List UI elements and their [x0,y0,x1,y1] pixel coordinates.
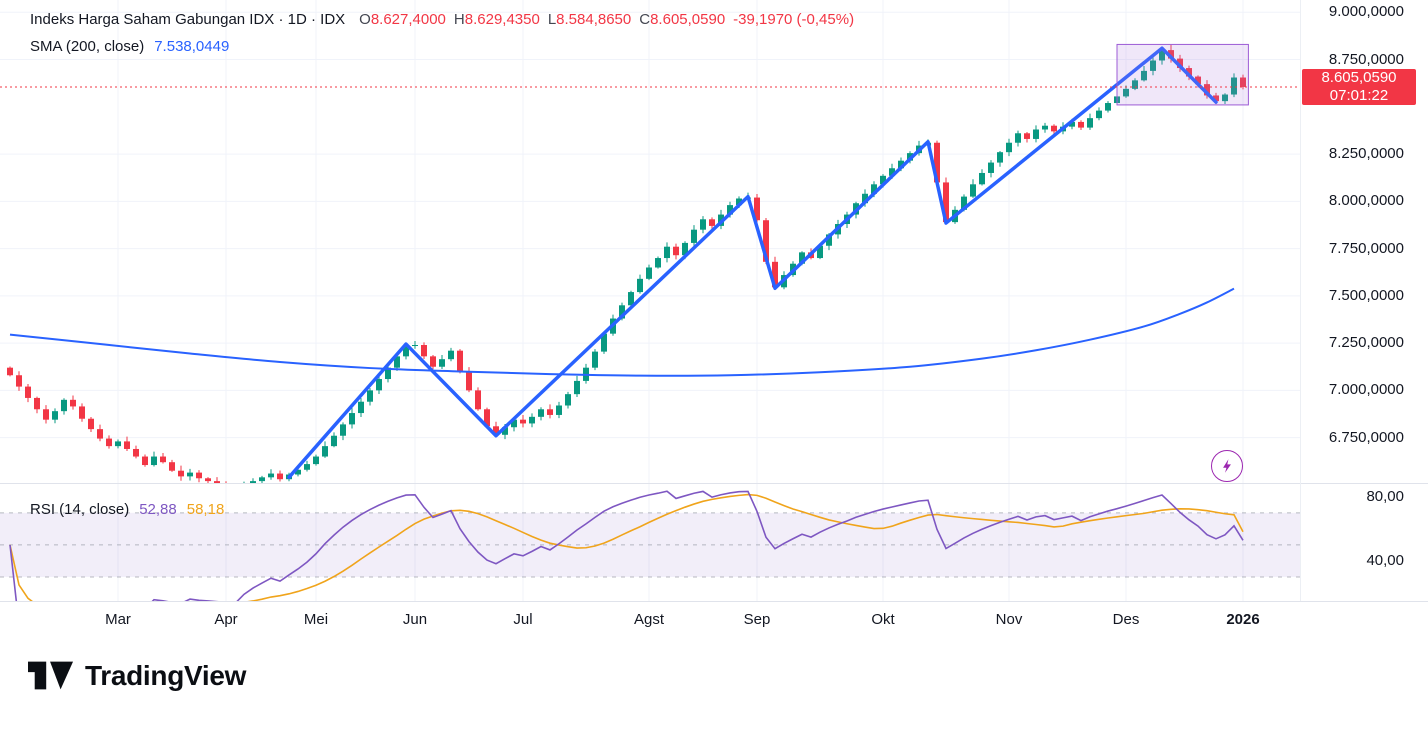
highlight-rectangle[interactable] [1116,43,1249,106]
close-label: C [639,11,651,28]
rsi-pane[interactable] [0,484,1300,601]
price-axis-separator [1300,0,1301,601]
time-axis-label: Okt [871,611,895,628]
trend-zigzag-line[interactable] [287,46,1218,480]
lightning-bolt-icon [1223,459,1231,473]
low-label: L [547,11,557,28]
time-axis-label: Mei [303,611,329,628]
sma-200-line[interactable] [9,287,1235,377]
time-axis[interactable]: Mar Apr Mei Jun Jul Agst Sep Okt Nov Des 2026 [0,601,1300,637]
price-pane[interactable] [0,0,1300,483]
time-axis-label: Apr [214,611,238,628]
rsi-ma-legend-value: 58,18 [186,501,225,518]
time-axis-label: Mar [105,611,131,628]
rsi-axis-label: 80,00 [1366,487,1404,505]
time-axis-label: Des [1112,611,1140,628]
time-axis-label: Jun [402,611,428,628]
axis-separator [0,601,1428,602]
rsi-legend-label[interactable]: RSI (14, close) [30,501,130,518]
close-value: 8.605,0590 [650,11,726,28]
rsi-legend-value: 52,88 [139,501,177,518]
last-price-badge: 8.605,0590 07:01:22 [1302,68,1416,105]
open-value: 8.627,4000 [370,11,446,28]
symbol-title[interactable]: Indeks Harga Saham Gabungan IDX · 1D · I… [30,11,346,28]
footer-branding[interactable]: TradingView [28,660,246,692]
time-axis-label: Sep [743,611,771,628]
open-label: O [359,11,371,28]
price-axis[interactable]: 9.000,0000 8.750,0000 8.250,0000 8.000,0000… [1300,0,1428,601]
price-axis-label: 9.000,0000 [1328,3,1404,21]
last-price-value: 8.605,0590 [1321,68,1397,86]
rsi-ma-line[interactable] [9,493,1244,601]
price-axis-label: 7.250,0000 [1328,334,1404,352]
rsi-legend[interactable]: RSI (14, close) 52,88 58,18 [30,501,224,518]
time-axis-label: Agst [633,611,664,628]
sma-legend-value: 7.538,0449 [154,38,230,55]
tradingview-wordmark[interactable]: TradingView [85,660,247,691]
pane-separator[interactable] [0,483,1428,484]
price-gridlines [0,0,1300,483]
symbol-legend[interactable]: Indeks Harga Saham Gabungan IDX · 1D · I… [30,11,854,28]
bar-countdown: 07:01:22 [1329,86,1389,104]
price-axis-label: 8.750,0000 [1328,50,1404,68]
change-value: -39,1970 (-0,45%) [733,11,855,28]
time-axis-label: Nov [995,611,1023,628]
high-value: 8.629,4350 [464,11,540,28]
sma-legend[interactable]: SMA (200, close) 7.538,0449 [30,38,229,55]
time-axis-label: 2026 [1226,611,1260,628]
price-axis-label: 7.500,0000 [1328,286,1404,304]
rsi-line[interactable] [9,490,1244,601]
price-axis-label: 6.750,0000 [1328,428,1404,446]
sma-legend-label[interactable]: SMA (200, close) [30,38,145,55]
rsi-gridlines [117,484,1244,601]
price-axis-label: 7.000,0000 [1328,381,1404,399]
time-axis-label: Jul [513,611,533,628]
price-axis-label: 8.000,0000 [1328,192,1404,210]
tradingview-logo-icon[interactable] [28,661,74,691]
price-axis-label: 8.250,0000 [1328,145,1404,163]
candles [7,44,1246,483]
instant-trading-button[interactable] [1211,450,1243,482]
high-label: H [453,11,465,28]
rsi-axis-label: 40,00 [1366,551,1404,569]
low-value: 8.584,8650 [556,11,632,28]
price-axis-label: 7.750,0000 [1328,239,1404,257]
